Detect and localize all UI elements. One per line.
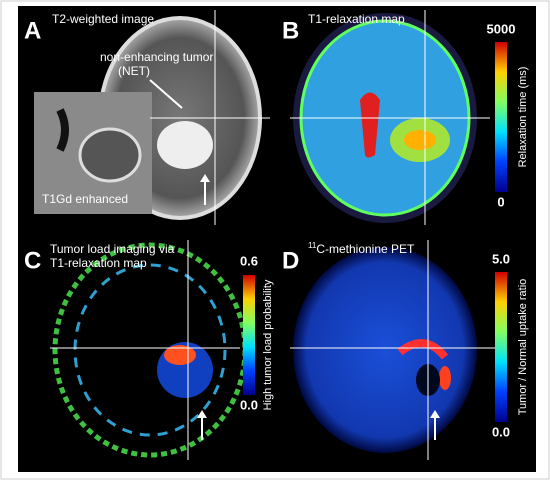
panel-title: Tumor load imaging via [50, 242, 175, 256]
colorbar-max: 5.0 [492, 251, 510, 266]
title-text: C-methionine PET [316, 242, 415, 256]
colorbar-max: 5000 [487, 21, 516, 36]
panel-c: C Tumor load imaging via T1-relaxation m… [24, 240, 274, 460]
colorbar-min: 0.0 [492, 424, 510, 439]
annotation: T1Gd enhanced [42, 192, 128, 206]
colorbar-min: 0 [497, 194, 504, 209]
panel-a: A T2-weighted image non-enhancing tumor … [24, 10, 270, 225]
panel-b: B T1-relaxation map 5000 0 Relaxation ti… [282, 10, 529, 225]
panel-d: D 11C-methionine PET 5.0 0.0 Tumor / Nor… [282, 240, 529, 460]
panel-title: T1-relaxation map [50, 256, 147, 270]
title-superscript: 11 [308, 241, 317, 250]
panel-title: 11C-methionine PET [308, 241, 415, 256]
panel-letter: B [282, 17, 299, 44]
panel-letter: A [24, 17, 41, 44]
colorbar-label: Relaxation time (ms) [517, 67, 529, 168]
colorbar-label: High tumor load probability [262, 279, 274, 410]
colorbar-min: 0.0 [240, 397, 258, 412]
colorbar-label: Tumor / Normal uptake ratio [517, 279, 529, 416]
colorbar-max: 0.6 [240, 253, 258, 268]
panel-letter: D [282, 247, 299, 274]
annotation: (NET) [118, 64, 150, 78]
annotation: non-enhancing tumor [100, 50, 213, 64]
panel-title: T1-relaxation map [308, 12, 405, 26]
panel-title: T2-weighted image [52, 12, 154, 26]
panel-letter: C [24, 247, 41, 274]
